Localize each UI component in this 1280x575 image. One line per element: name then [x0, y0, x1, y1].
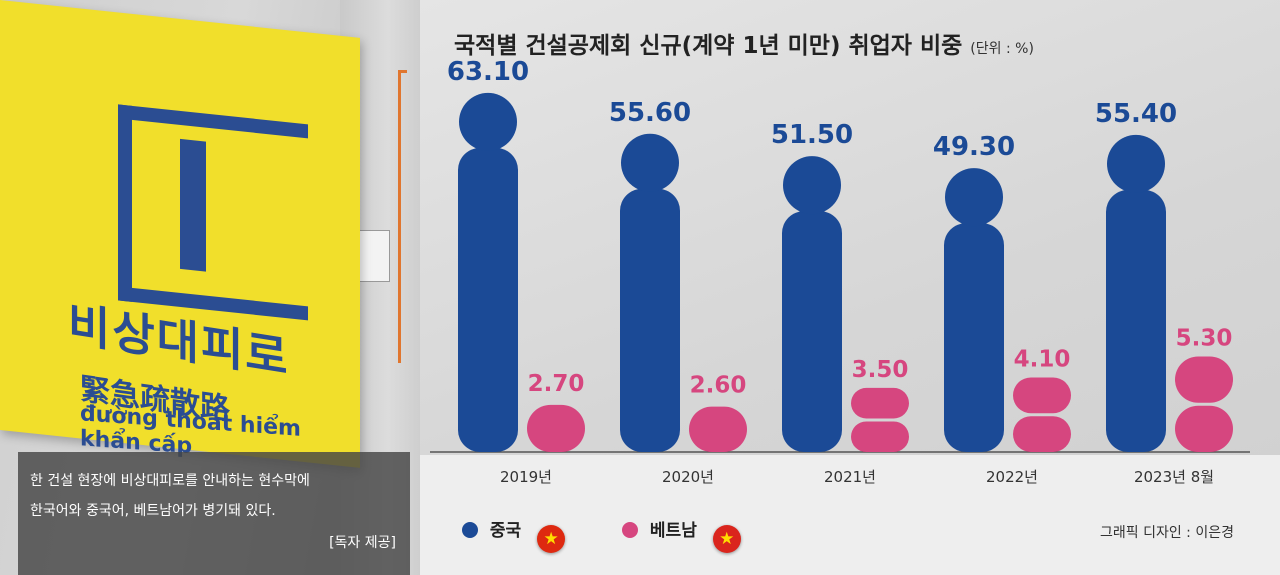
china-bar-head	[945, 168, 1003, 227]
vietnam-value-label: 5.30	[1176, 326, 1233, 352]
china-bar-head	[783, 156, 841, 215]
caption-credit: [독자 제공]	[329, 535, 396, 551]
china-bar	[458, 147, 518, 452]
china-value-label: 51.50	[771, 120, 853, 150]
photo-caption: 한 건설 현장에 비상대피로를 안내하는 현수막에 한국어와 중국어, 베트남어…	[18, 452, 410, 575]
china-value-label: 63.10	[447, 57, 529, 87]
x-tick-label: 2023년 8월	[1134, 468, 1214, 486]
vietnam-flag-icon: ★	[712, 525, 741, 553]
china-bar	[944, 223, 1004, 452]
caption-line: 한 건설 현장에 비상대피로를 안내하는 현수막에	[30, 473, 310, 489]
caption-line: 한국어와 중국어, 베트남어가 병기돼 있다.	[30, 503, 276, 519]
chart-title: 국적별 건설공제회 신규(계약 1년 미만) 취업자 비중 (단위 : %)	[454, 26, 1034, 60]
orange-pipe	[398, 70, 407, 363]
chart-title-text: 국적별 건설공제회 신규(계약 1년 미만) 취업자 비중	[454, 33, 963, 59]
legend-china-label: 중국	[489, 521, 522, 541]
x-tick-label: 2020년	[662, 468, 714, 486]
china-value-label: 55.60	[609, 98, 691, 128]
china-dot-icon	[462, 522, 478, 538]
legend-vietnam-label: 베트남	[649, 521, 697, 541]
vietnam-dot-icon	[622, 522, 638, 538]
x-tick-label: 2021년	[824, 468, 876, 486]
legend-vietnam: 베트남 ★	[622, 516, 741, 553]
vietnam-value-label: 3.50	[852, 357, 909, 383]
x-tick-label: 2019년	[500, 468, 552, 486]
china-value-label: 55.40	[1095, 99, 1177, 129]
vietnam-bar	[689, 406, 747, 452]
china-bar	[1106, 189, 1166, 452]
china-bar	[782, 211, 842, 452]
china-bar	[620, 188, 680, 452]
china-bar-head	[459, 92, 517, 151]
china-bar-head	[1107, 134, 1165, 193]
china-value-label: 49.30	[933, 132, 1015, 162]
legend-panel	[420, 455, 1280, 575]
vietnam-bar	[1175, 356, 1233, 403]
vietnam-value-label: 4.10	[1014, 346, 1071, 372]
x-tick-label: 2022년	[986, 468, 1038, 486]
vietnam-bar	[1013, 416, 1071, 452]
vietnam-bar	[1013, 377, 1071, 414]
vietnam-bar	[527, 404, 585, 452]
vietnam-value-label: 2.70	[528, 371, 585, 397]
vietnam-bar	[851, 421, 909, 452]
wall-switch	[358, 230, 390, 282]
vietnam-value-label: 2.60	[690, 373, 747, 399]
graphic-credit: 그래픽 디자인 : 이은경	[1100, 525, 1234, 541]
vietnam-bar	[1175, 405, 1233, 452]
china-bar-head	[621, 133, 679, 192]
chart-unit: (단위 : %)	[970, 41, 1034, 57]
china-flag-icon: ★	[537, 525, 566, 553]
vietnam-bar	[851, 387, 909, 419]
legend-china: 중국 ★	[462, 516, 566, 553]
